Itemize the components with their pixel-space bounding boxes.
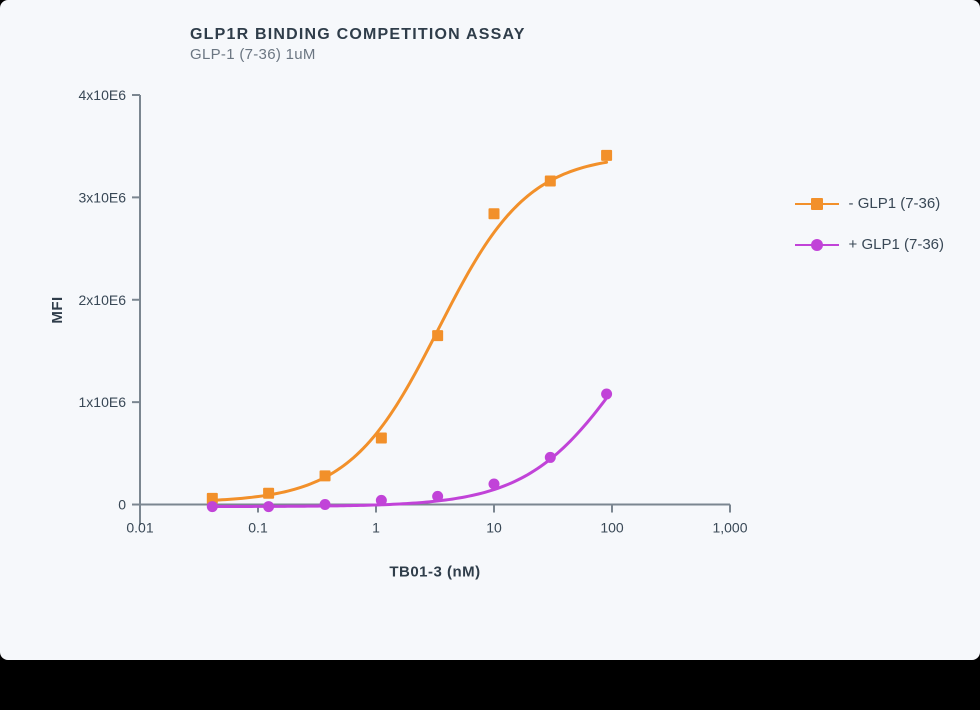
title-block: GLP1R BINDING COMPETITION ASSAY GLP-1 (7… [190,26,526,63]
x-axis-title: TB01-3 (nM) [389,564,480,581]
fit-curve-minus [212,162,606,500]
data-point-minus [263,488,274,499]
x-tick-label: 10 [486,520,502,536]
data-point-minus [376,432,387,443]
data-point-plus [545,452,556,463]
y-tick-label: 4x10E6 [79,87,127,103]
y-tick-label: 0 [118,497,126,513]
chart-title: GLP1R BINDING COMPETITION ASSAY [190,26,526,44]
x-tick-label: 0.01 [126,520,153,536]
y-axis-title: MFI [49,296,66,323]
data-point-plus [601,388,612,399]
data-point-minus [489,208,500,219]
x-tick-label: 0.1 [248,520,268,536]
data-point-minus [432,330,443,341]
chart-plot-area: 0 1x10E6 2x10E6 3x10E6 4x10E6 0.01 0.1 1 10 100 1,… [40,75,830,665]
legend-item-minus: - GLP1 (7-36) [795,195,944,212]
legend-swatch-plus [795,238,839,252]
data-point-minus [601,150,612,161]
legend-label: - GLP1 (7-36) [849,195,941,212]
data-point-minus [320,470,331,481]
legend-swatch-minus [795,197,839,211]
data-point-plus [320,499,331,510]
chart-card: GLP1R BINDING COMPETITION ASSAY GLP-1 (7… [0,0,980,660]
data-point-plus [263,501,274,512]
chart-subtitle: GLP-1 (7-36) 1uM [190,46,526,63]
x-tick-label: 1 [372,520,380,536]
y-tick-label: 1x10E6 [79,394,127,410]
y-tick-label: 2x10E6 [79,292,127,308]
legend-circle-marker-icon [811,239,823,251]
x-tick-label: 1,000 [712,520,747,536]
data-point-plus [432,491,443,502]
y-tick-label: 3x10E6 [79,189,127,205]
data-point-minus [545,176,556,187]
data-point-plus [376,495,387,506]
data-point-plus [207,501,218,512]
legend-label: + GLP1 (7-36) [849,236,944,253]
legend: - GLP1 (7-36) + GLP1 (7-36) [795,195,944,277]
legend-square-marker-icon [811,198,823,210]
legend-item-plus: + GLP1 (7-36) [795,236,944,253]
x-tick-label: 100 [600,520,624,536]
data-point-plus [489,479,500,490]
